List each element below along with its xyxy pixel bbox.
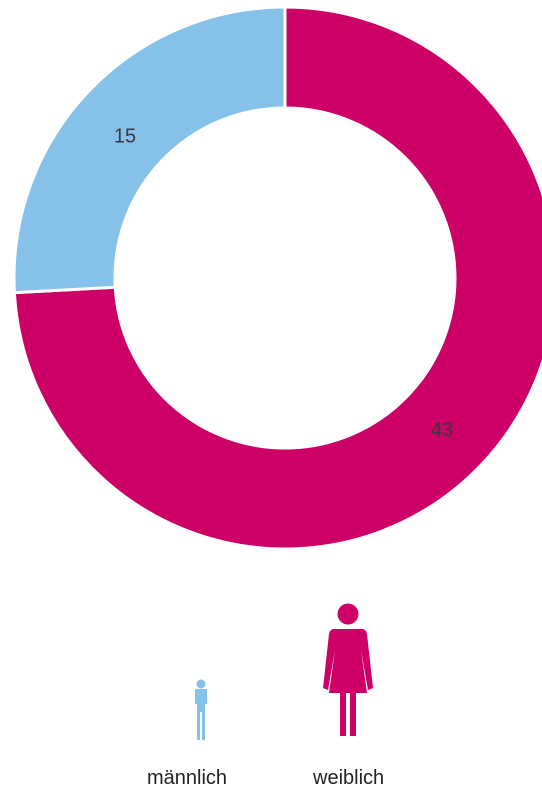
data-label-maennlich: 15	[114, 125, 136, 147]
donut-slices	[12, 5, 542, 551]
data-label-weiblich: 43	[431, 419, 453, 441]
legend-label-maennlich: männlich	[147, 767, 228, 789]
donut-slice-weiblich	[12, 5, 542, 551]
donut-slice-maennlich	[12, 5, 287, 295]
data-labels: 15 43	[114, 125, 453, 441]
female-person-icon	[323, 603, 373, 736]
male-person-icon	[195, 679, 207, 740]
legend-label-weiblich: weiblich	[313, 767, 385, 789]
